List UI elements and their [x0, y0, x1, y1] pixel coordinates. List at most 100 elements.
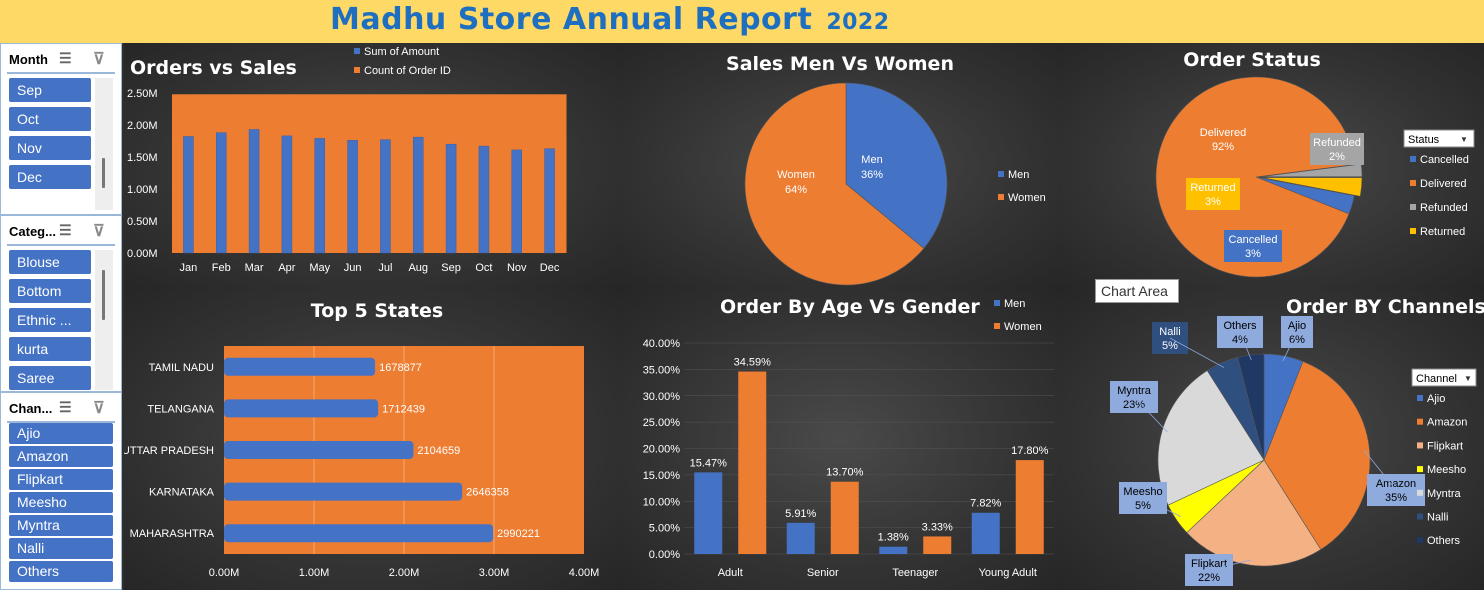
x-tick-label: Adult: [718, 567, 743, 579]
data-label-name-returned: Returned: [1190, 182, 1235, 194]
bar-amount-feb: [216, 132, 227, 254]
bar-amount-mar: [248, 129, 260, 254]
y-tick-label: 40.00%: [643, 338, 681, 350]
channel-slicer[interactable]: Chan... ☰ ⊽ Ajio Amazon Flipkart Meesho …: [0, 392, 122, 590]
y-tick-label: 0.50M: [127, 216, 158, 228]
category-slicer[interactable]: Categ... ☰ ⊽ Blouse Bottom Ethnic ... ku…: [0, 215, 122, 392]
slicer-item-others[interactable]: Others: [9, 561, 113, 582]
y-tick-label: 15.00%: [643, 470, 681, 482]
data-label-value-nalli: 5%: [1162, 340, 1178, 352]
sales-men-women-panel[interactable]: Sales Men Vs Women Men 36% Women 64% Men Women: [620, 43, 1060, 288]
order-channels-chart[interactable]: Order BY Channels Ajio 6% Amazon 35% Flipkart…: [1060, 288, 1484, 590]
legend-marker-others: [1417, 537, 1423, 544]
slicer-item-oct[interactable]: Oct: [9, 107, 91, 131]
multi-select-icon[interactable]: ☰: [59, 399, 72, 415]
bar-amount-aug: [413, 136, 424, 254]
clear-filter-icon[interactable]: ⊽: [93, 400, 105, 417]
pie-slice-flipkart: [1186, 459, 1322, 567]
slicer-item-saree[interactable]: Saree: [9, 366, 91, 390]
order-channels-panel[interactable]: Order BY Channels Ajio 6% Amazon 35% Flipkart…: [1060, 288, 1484, 590]
data-label-tamil-nadu: 1678877: [379, 362, 422, 374]
legend-label-women: Women: [1008, 192, 1046, 204]
slicer-item-myntra[interactable]: Myntra: [9, 515, 113, 536]
category-slicer-title: Categ...: [9, 223, 56, 239]
legend-marker-flipkart: [1417, 442, 1423, 449]
category-slicer-scrollbar[interactable]: [95, 250, 113, 390]
clear-filter-icon[interactable]: ⊽: [93, 51, 105, 68]
data-label-women-young-adult: 17.80%: [1011, 445, 1049, 457]
order-age-gender-panel[interactable]: Order By Age Vs Gender Men Women 0.00% 5.00%…: [620, 288, 1060, 590]
top-5-states-chart[interactable]: Top 5 States 1678877 TAMIL NADU 1712439 TELA…: [124, 288, 620, 590]
bar-women-senior: [830, 481, 859, 554]
slicer-item-kurta[interactable]: kurta: [9, 337, 91, 361]
x-tick-label: Teenager: [892, 567, 938, 579]
bar-men-young-adult: [971, 512, 1000, 554]
sales-men-women-chart[interactable]: Sales Men Vs Women Men 36% Women 64% Men Women: [620, 43, 1060, 288]
orders-vs-sales-panel[interactable]: Orders vs Sales Sum of Amount Count of Ord…: [124, 43, 620, 288]
data-label-value-returned: 3%: [1205, 196, 1221, 208]
report-title: Madhu Store Annual Report 2022: [330, 2, 890, 37]
bar-amount-jun: [347, 140, 358, 254]
scrollbar-thumb[interactable]: [102, 270, 105, 320]
month-slicer-header: Month ☰ ⊽: [1, 44, 121, 74]
slicer-item-bottom[interactable]: Bottom: [9, 279, 91, 303]
top-5-states-panel[interactable]: Top 5 States 1678877 TAMIL NADU 1712439 TELA…: [124, 288, 620, 590]
multi-select-icon[interactable]: ☰: [59, 50, 72, 66]
slicer-item-ethnic[interactable]: Ethnic ...: [9, 308, 91, 332]
legend-label-amazon: Amazon: [1427, 417, 1467, 429]
scrollbar-thumb[interactable]: [102, 158, 105, 188]
data-label-name-amazon: Amazon: [1376, 478, 1416, 490]
x-tick-label: 2.00M: [389, 567, 420, 579]
month-slicer[interactable]: Month ☰ ⊽ Sep Oct Nov Dec: [0, 43, 122, 215]
data-label-value-others: 4%: [1232, 334, 1248, 346]
y-tick-label: TELANGANA: [147, 403, 214, 415]
data-label-value-meesho: 5%: [1135, 500, 1151, 512]
legend-marker-meesho: [1417, 466, 1423, 473]
order-status-chart[interactable]: Order Status Cancelled 3% Delivered 92% Refun…: [1060, 43, 1484, 288]
bar-men-teenager: [879, 546, 908, 554]
data-label-name-refunded: Refunded: [1313, 137, 1361, 149]
leader-line-amazon: [1363, 450, 1397, 491]
legend-marker-sum-of-amount: [354, 48, 360, 54]
legend-label-men: Men: [1004, 298, 1025, 310]
order-status-panel[interactable]: Order Status Cancelled 3% Delivered 92% Refun…: [1060, 43, 1484, 288]
x-tick-label: 1.00M: [299, 567, 330, 579]
data-label-value-flipkart: 22%: [1198, 572, 1220, 584]
multi-select-icon[interactable]: ☰: [59, 222, 72, 238]
x-tick-label: Young Adult: [979, 567, 1037, 579]
legend-marker-men: [994, 300, 1000, 306]
order-age-gender-chart[interactable]: Order By Age Vs Gender Men Women 0.00% 5.00%…: [620, 288, 1060, 590]
data-label-men-senior: 5.91%: [785, 508, 816, 520]
slicer-item-ajio[interactable]: Ajio: [9, 423, 113, 444]
clear-filter-icon[interactable]: ⊽: [93, 223, 105, 240]
y-tick-label: 2.50M: [127, 88, 158, 100]
data-label-name-cancelled: Cancelled: [1229, 234, 1278, 246]
slicer-item-sep[interactable]: Sep: [9, 78, 91, 102]
slicer-item-meesho[interactable]: Meesho: [9, 492, 113, 513]
x-tick-label: Feb: [212, 262, 231, 274]
bar-karnataka: [224, 482, 463, 501]
leader-line-others: [1239, 331, 1252, 361]
legend-marker-nalli: [1417, 513, 1423, 520]
slicer-item-flipkart[interactable]: Flipkart: [9, 469, 113, 490]
chart-title: Order BY Channels: [1286, 296, 1484, 318]
month-slicer-scrollbar[interactable]: [95, 78, 113, 210]
slicer-item-blouse[interactable]: Blouse: [9, 250, 91, 274]
status-filter-label: Status: [1408, 134, 1440, 146]
slicer-item-amazon[interactable]: Amazon: [9, 446, 113, 467]
data-label-women-teenager: 3.33%: [922, 521, 953, 533]
chart-area-tooltip: Chart Area: [1095, 279, 1179, 303]
channel-filter-dropdown: [1411, 368, 1477, 387]
slicer-item-dec[interactable]: Dec: [9, 165, 91, 189]
slicer-item-nov[interactable]: Nov: [9, 136, 91, 160]
x-tick-label: Sep: [441, 262, 461, 274]
orders-vs-sales-chart[interactable]: Orders vs Sales Sum of Amount Count of Ord…: [124, 43, 620, 288]
bar-amount-jan: [183, 136, 194, 254]
y-tick-label: 35.00%: [643, 364, 681, 376]
bar-women-adult: [738, 371, 767, 554]
data-label-value-ajio: 6%: [1289, 334, 1305, 346]
bar-men-senior: [786, 522, 815, 554]
data-label-men-value: 36%: [861, 169, 883, 181]
x-tick-label: Oct: [475, 262, 492, 274]
slicer-item-nalli[interactable]: Nalli: [9, 538, 113, 559]
